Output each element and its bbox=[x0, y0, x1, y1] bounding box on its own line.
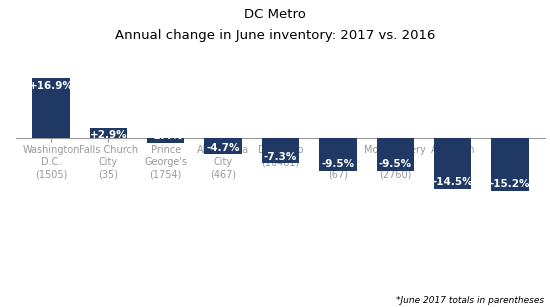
Text: DC Metro: DC Metro bbox=[244, 8, 306, 21]
Text: -4.7%: -4.7% bbox=[206, 142, 240, 153]
Text: +16.9%: +16.9% bbox=[29, 81, 73, 91]
Text: -14.5%: -14.5% bbox=[432, 177, 473, 187]
Bar bbox=[491, 138, 529, 191]
Bar bbox=[90, 128, 127, 138]
Bar bbox=[262, 138, 299, 164]
Bar bbox=[319, 138, 356, 171]
Text: -9.5%: -9.5% bbox=[379, 159, 412, 169]
Text: *June 2017 totals in parentheses: *June 2017 totals in parentheses bbox=[397, 297, 544, 305]
Text: +2.9%: +2.9% bbox=[90, 130, 127, 140]
Bar bbox=[147, 138, 184, 143]
Bar bbox=[205, 138, 242, 154]
Text: -9.5%: -9.5% bbox=[321, 159, 354, 169]
Bar bbox=[32, 78, 70, 138]
Text: -15.2%: -15.2% bbox=[490, 180, 530, 189]
Bar bbox=[377, 138, 414, 171]
Bar bbox=[434, 138, 471, 189]
Text: -7.3%: -7.3% bbox=[264, 152, 297, 162]
Text: Annual change in June inventory: 2017 vs. 2016: Annual change in June inventory: 2017 vs… bbox=[115, 29, 435, 42]
Text: -1.4%: -1.4% bbox=[149, 131, 183, 141]
